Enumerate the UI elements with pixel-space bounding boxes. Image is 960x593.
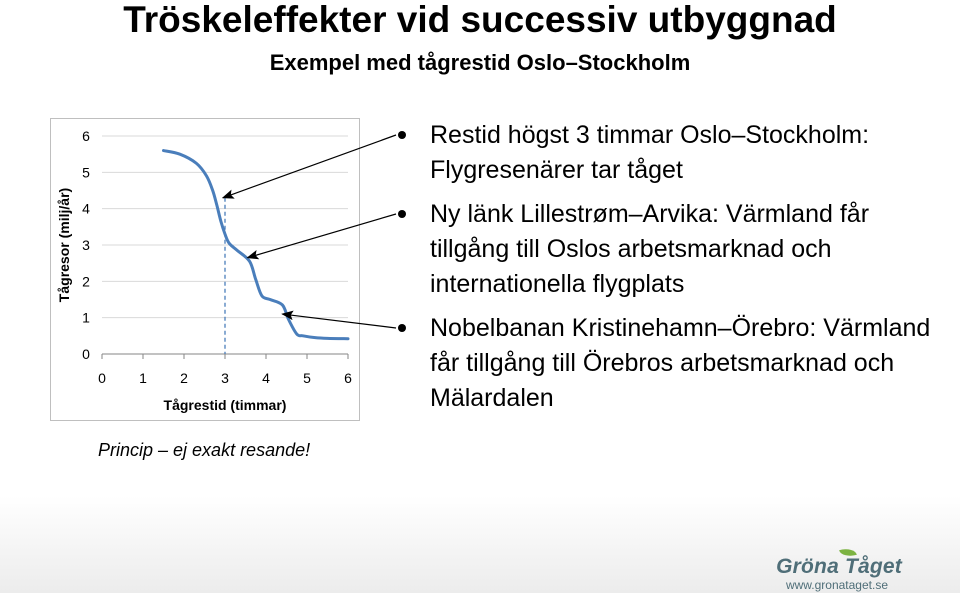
x-tick-label: 5 [303,370,311,386]
brand-url: www.gronataget.se [785,578,888,592]
y-tick-label: 1 [82,310,90,326]
bullet-text: Ny länk Lillestrøm–Arvika: Värmland får … [430,200,870,298]
slide-title: Tröskeleffekter vid successiv utbyggnad [123,0,837,40]
bullet-dot-icon [398,131,406,139]
brand-logo: Gröna Tåget [776,555,902,578]
x-tick-label: 0 [98,370,106,386]
x-tick-label: 3 [221,370,229,386]
y-axis-title: Tågresor (milj/år) [56,188,72,302]
series-line [162,149,350,341]
bullet-text: Nobelbanan Kristinehamn–Örebro: Värmland… [430,314,931,412]
x-tick-label: 4 [262,370,270,386]
bullet-item: Ny länk Lillestrøm–Arvika: Värmland får … [398,197,953,302]
footer-band [0,496,960,593]
y-tick-label: 2 [82,273,90,289]
annotation-arrow [221,134,397,199]
bullet-dot-icon [398,324,406,332]
y-tick-label: 5 [82,164,90,180]
x-tick-label: 6 [344,370,352,386]
chart-frame [50,118,360,421]
annotation-arrow [246,213,397,260]
slide-subtitle: Exempel med tågrestid Oslo–Stockholm [269,50,691,75]
bullet-dot-icon [398,210,406,218]
x-axis-title: Tågrestid (timmar) [164,397,287,413]
x-tick-label: 2 [180,370,188,386]
x-tick-label: 1 [139,370,147,386]
y-tick-label: 0 [82,346,90,362]
principle-note: Princip – ej exakt resande! [98,440,311,460]
y-tick-label: 6 [82,128,90,144]
bullet-list: Restid högst 3 timmar Oslo–Stockholm: Fl… [398,118,953,425]
bullet-item: Nobelbanan Kristinehamn–Örebro: Värmland… [398,311,953,416]
bullet-text: Restid högst 3 timmar Oslo–Stockholm: Fl… [430,121,870,184]
y-tick-label: 3 [82,237,90,253]
bullet-item: Restid högst 3 timmar Oslo–Stockholm: Fl… [398,118,953,188]
annotation-arrow [281,310,397,329]
y-tick-label: 4 [82,201,90,217]
